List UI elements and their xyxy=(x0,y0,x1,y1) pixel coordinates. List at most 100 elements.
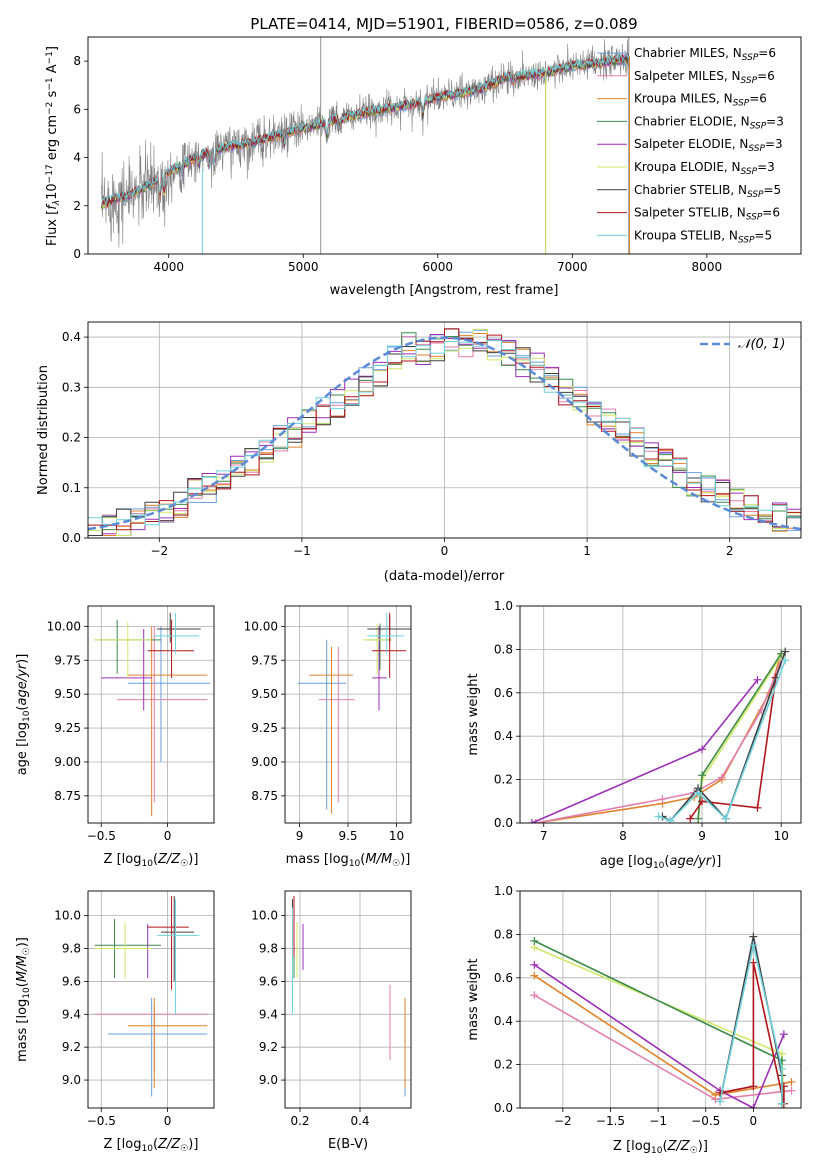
spectrum-model-line xyxy=(101,52,630,206)
weight-marker xyxy=(749,1104,758,1108)
weight-series-line xyxy=(531,679,759,823)
errorbar xyxy=(372,626,387,711)
tick-label-y: 9.4 xyxy=(62,1007,81,1021)
chart-age_vs_mass: 9 9.5 10 8.75 9.00 9.25 9.50 9.75 10.00 mass [log… xyxy=(244,605,412,869)
axes-frame xyxy=(519,890,802,1109)
tick-label-y: 10.0 xyxy=(251,909,278,923)
tick-label-y: 0.2 xyxy=(494,773,513,787)
y-axis-label: Flux [fλ10−17 erg cm−2 s−1 A−1] xyxy=(45,46,62,246)
chart-weight_vs_age: 7 8 9 10 0.0 0.2 0.4 0.6 0.8 1.0 age [log10(age/yr… xyxy=(466,599,802,871)
weight-marker xyxy=(530,960,539,969)
legend-entry: Salpeter ELODIE, NSSP=3 xyxy=(634,137,783,154)
tick-label-x: 0 xyxy=(164,1114,172,1128)
axes-frame xyxy=(87,36,802,255)
chart-weight_vs_Z: −2 −1.5 −1 −0.5 0 0.0 0.2 0.4 0.6 0.8 1.0 Z [log10(… xyxy=(466,884,802,1156)
plot-area xyxy=(527,647,790,823)
weight-marker xyxy=(711,1090,720,1099)
weight-marker xyxy=(749,1082,758,1091)
weight-marker xyxy=(530,971,539,980)
weight-marker xyxy=(694,814,703,823)
tick-label-y: 9.2 xyxy=(259,1040,278,1054)
histogram-series xyxy=(88,328,801,531)
tick-label-x: 1 xyxy=(583,544,591,558)
tick-label-y: 1.0 xyxy=(494,884,513,898)
tick-label-x: 0.2 xyxy=(290,1114,309,1128)
errorbar xyxy=(117,626,208,803)
tick-label-x: −2 xyxy=(554,1114,572,1128)
weight-marker xyxy=(777,1064,786,1073)
tick-label-y: 0.2 xyxy=(494,1058,513,1072)
weight-marker xyxy=(753,675,762,684)
tick-label-x: −1 xyxy=(649,1114,667,1128)
weight-marker xyxy=(787,1077,796,1086)
legend-entry: Kroupa STELIB, NSSP=5 xyxy=(634,228,772,245)
spectrum-model-line xyxy=(101,53,629,206)
tick-label-y: 0.4 xyxy=(494,729,513,743)
tick-label-y: 9.8 xyxy=(62,942,81,956)
weight-marker xyxy=(781,647,790,656)
weight-marker xyxy=(749,941,758,950)
axes-frame xyxy=(87,890,215,1109)
errorbar xyxy=(367,612,405,654)
errorbar xyxy=(127,626,211,762)
weight-marker xyxy=(658,795,667,804)
plot-area xyxy=(292,895,406,1097)
tick-label-y: 8.75 xyxy=(251,789,278,803)
axes-frame xyxy=(519,605,802,824)
weight-marker xyxy=(698,771,707,780)
errorbar xyxy=(127,997,208,1089)
tick-label-y: 9.0 xyxy=(62,1073,81,1087)
weight-marker xyxy=(527,819,536,823)
axes-frame xyxy=(87,321,802,539)
tick-label-y: 9.00 xyxy=(54,755,81,769)
tick-label-y: 9.25 xyxy=(54,721,81,735)
legend-entry: Chabrier MILES, NSSP=6 xyxy=(634,46,776,63)
tick-label-y: 9.8 xyxy=(259,942,278,956)
weight-marker xyxy=(749,932,758,941)
weight-series-line xyxy=(533,964,785,1108)
histogram-series xyxy=(88,328,801,536)
tick-label-x: 0 xyxy=(441,544,449,558)
tick-label-y: 9.50 xyxy=(251,687,278,701)
weight-marker xyxy=(781,656,790,665)
errorbar xyxy=(94,1006,208,1072)
chart-title: PLATE=0414, MJD=51901, FIBERID=0586, z=0… xyxy=(250,15,637,33)
errorbar xyxy=(94,922,152,979)
chart-mass_vs_EBV: 0.2 0.4 9.0 9.2 9.4 9.6 9.8 10.0 E(B-V) xyxy=(251,890,412,1152)
errorbar xyxy=(101,923,152,979)
tick-label-y: 9.4 xyxy=(259,1007,278,1021)
tick-label-y: 0.0 xyxy=(494,1101,513,1115)
x-axis-label: Z [log10(Z/Z☉)] xyxy=(104,852,199,869)
tick-label-y: 9.75 xyxy=(54,653,81,667)
weight-marker xyxy=(531,819,540,823)
weight-series-line xyxy=(719,936,783,1104)
legend-entry: Salpeter STELIB, NSSP=6 xyxy=(634,206,780,223)
tick-label-y: 2 xyxy=(73,199,81,213)
plot-area xyxy=(94,895,208,1097)
tick-label-y: 8.75 xyxy=(54,789,81,803)
tick-label-y: 9.50 xyxy=(54,687,81,701)
errorbar xyxy=(101,629,152,711)
x-axis-label: Z [log10(Z/Z☉)] xyxy=(104,1137,199,1154)
y-axis-label: age [log10(age/yr)] xyxy=(15,654,32,776)
tick-label-x: −0.5 xyxy=(87,1114,116,1128)
tick-label-y: 10.0 xyxy=(54,909,81,923)
weight-marker xyxy=(717,773,726,782)
weight-marker xyxy=(654,812,663,821)
tick-label-y: 0.0 xyxy=(62,531,81,545)
tick-label-x: 7000 xyxy=(557,260,588,274)
tick-label-x: 10 xyxy=(389,829,404,843)
legend-entry: 𝒩(0, 1) xyxy=(738,337,785,352)
y-axis-label: Normed distribution xyxy=(36,365,51,495)
weight-marker xyxy=(753,803,762,812)
errorbar xyxy=(309,646,353,814)
tick-label-y: 0.4 xyxy=(494,1014,513,1028)
tick-label-y: 0.3 xyxy=(62,380,81,394)
tick-label-y: 9.75 xyxy=(251,653,278,667)
chart-age_vs_Z: −0.5 0 8.75 9.00 9.25 9.50 9.75 10.00 Z [log10(Z… xyxy=(15,605,215,869)
weight-marker xyxy=(694,788,703,797)
tick-label-y: 0.1 xyxy=(62,481,81,495)
errorbar xyxy=(156,612,201,643)
errorbar xyxy=(318,646,355,803)
